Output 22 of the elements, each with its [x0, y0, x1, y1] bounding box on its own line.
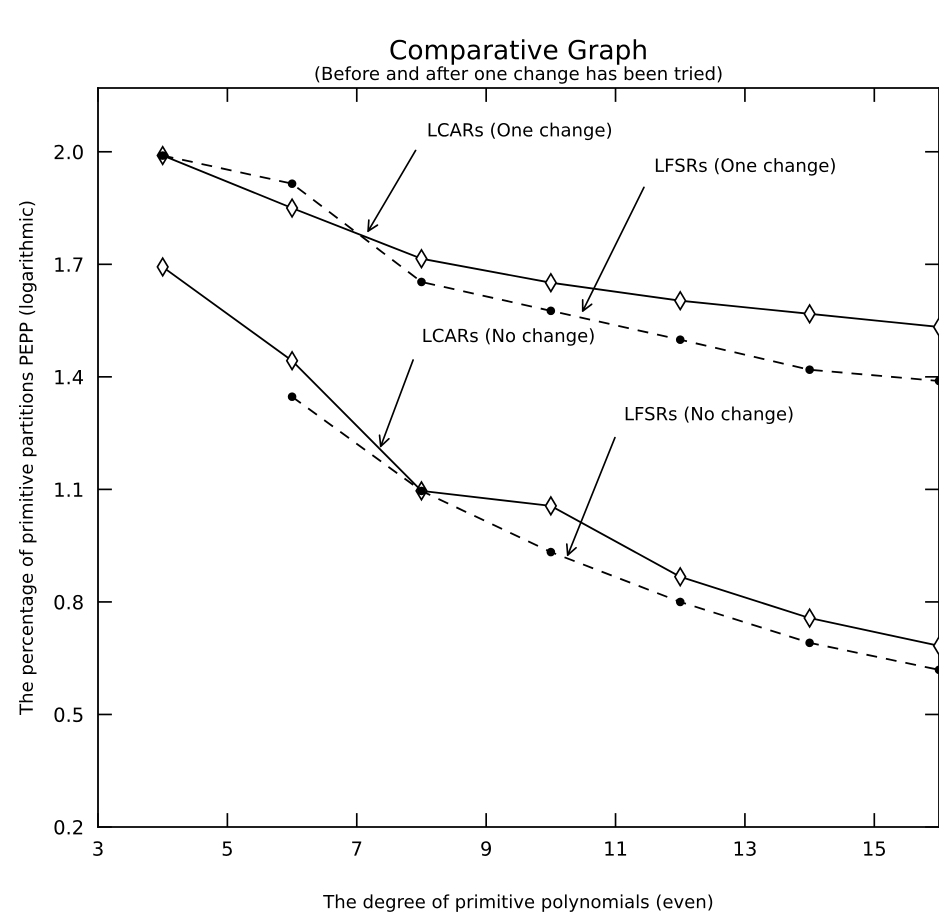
x-axis-title: The degree of primitive polynomials (even) [323, 894, 712, 912]
y-tick-label: 2.0 [54, 144, 83, 160]
y-tick-label: 1.7 [55, 258, 82, 272]
x-tick-label: 15 [864, 841, 885, 856]
y-tick-label: 0.2 [54, 820, 82, 835]
x-tick-label: 11 [605, 841, 626, 856]
x-tick-label: 5 [222, 841, 232, 856]
chart-subtitle: (Before and after one change has been tried) [315, 66, 722, 84]
y-tick-label: 1.1 [55, 482, 82, 497]
chart-title: Comparative Graph [390, 39, 646, 65]
annotation: LFSRs (No change) [626, 406, 793, 424]
x-tick-label: 7 [352, 841, 362, 856]
annotation: LCARs (One change) [428, 122, 612, 140]
x-tick-label: 9 [481, 841, 491, 856]
annotation: LFSRs (One change) [656, 158, 835, 176]
x-tick-label: 13 [734, 841, 756, 856]
annotation: LCARs (No change) [423, 328, 594, 346]
y-tick-label: 1.4 [55, 370, 84, 384]
y-axis-title: The percentage of primitive partitions PEPP (logarithmic) [19, 202, 37, 715]
y-tick-label: 0.5 [54, 707, 82, 722]
y-tick-label: 0.8 [54, 594, 83, 610]
x-tick-label: 3 [93, 841, 103, 856]
